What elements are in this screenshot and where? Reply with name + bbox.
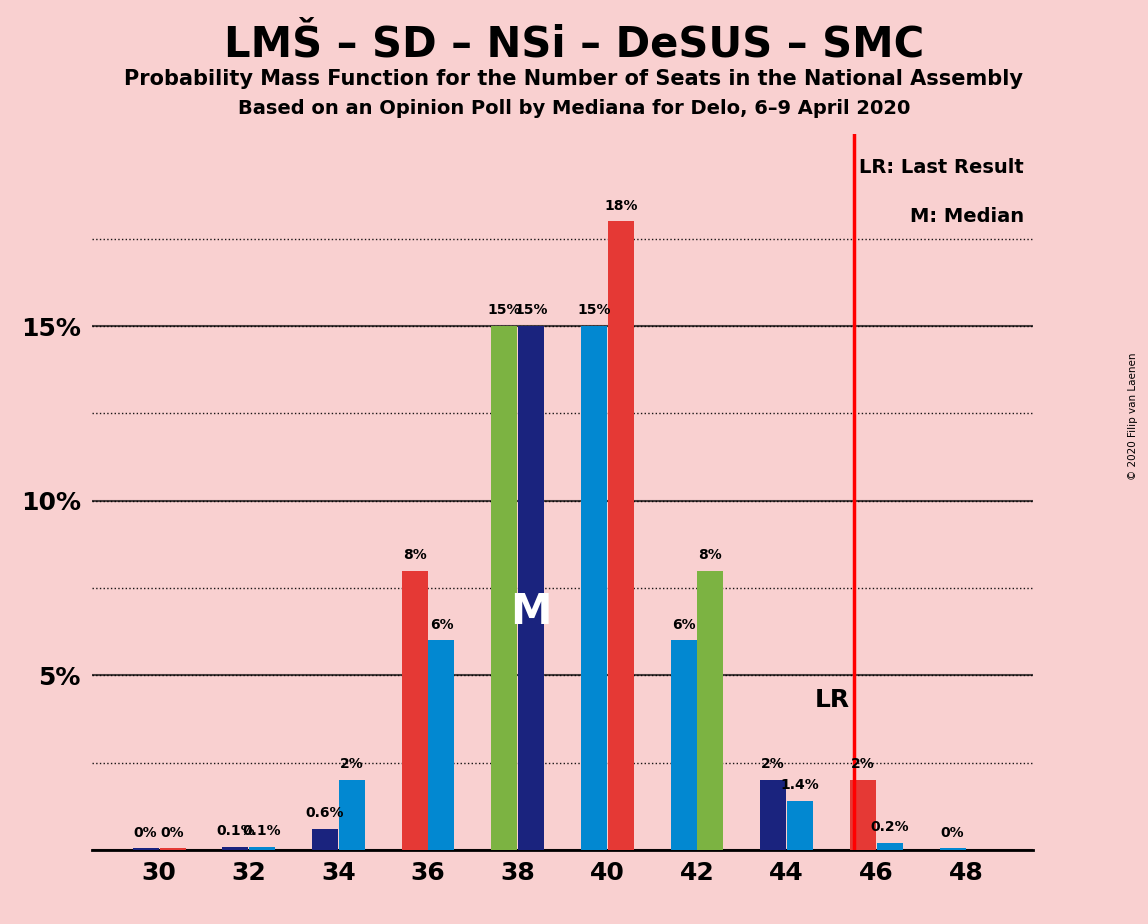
Bar: [249, 846, 276, 850]
Text: LR: LR: [815, 687, 851, 711]
Bar: [760, 780, 786, 850]
Text: 2%: 2%: [340, 758, 364, 772]
Bar: [491, 326, 518, 850]
Text: 8%: 8%: [403, 548, 426, 562]
Text: Probability Mass Function for the Number of Seats in the National Assembly: Probability Mass Function for the Number…: [124, 69, 1024, 90]
Bar: [788, 801, 813, 850]
Text: 1.4%: 1.4%: [781, 778, 820, 793]
Text: 0.2%: 0.2%: [870, 821, 909, 834]
Bar: [428, 640, 455, 850]
Bar: [877, 843, 902, 850]
Text: M: Median: M: Median: [910, 207, 1024, 226]
Text: 8%: 8%: [699, 548, 722, 562]
Bar: [133, 848, 158, 850]
Text: 15%: 15%: [514, 303, 548, 317]
Text: 0%: 0%: [134, 826, 157, 840]
Bar: [402, 571, 427, 850]
Bar: [312, 829, 338, 850]
Bar: [850, 780, 876, 850]
Text: Based on an Opinion Poll by Mediana for Delo, 6–9 April 2020: Based on an Opinion Poll by Mediana for …: [238, 99, 910, 118]
Text: 0.6%: 0.6%: [305, 807, 344, 821]
Text: 0.1%: 0.1%: [216, 824, 255, 838]
Text: LR: Last Result: LR: Last Result: [860, 158, 1024, 177]
Text: 2%: 2%: [851, 758, 875, 772]
Text: 18%: 18%: [604, 199, 637, 213]
Text: 6%: 6%: [672, 618, 696, 632]
Text: 0%: 0%: [161, 826, 185, 840]
Bar: [607, 222, 634, 850]
Bar: [581, 326, 607, 850]
Text: 15%: 15%: [577, 303, 611, 317]
Bar: [939, 848, 965, 850]
Bar: [698, 571, 723, 850]
Bar: [160, 848, 186, 850]
Bar: [518, 326, 544, 850]
Bar: [670, 640, 697, 850]
Bar: [339, 780, 365, 850]
Text: 0%: 0%: [940, 826, 964, 840]
Text: M: M: [511, 591, 552, 633]
Text: 15%: 15%: [488, 303, 521, 317]
Text: LMŠ – SD – NSi – DeSUS – SMC: LMŠ – SD – NSi – DeSUS – SMC: [224, 23, 924, 65]
Text: 2%: 2%: [761, 758, 785, 772]
Text: © 2020 Filip van Laenen: © 2020 Filip van Laenen: [1128, 352, 1138, 480]
Text: 0.1%: 0.1%: [243, 824, 281, 838]
Text: 6%: 6%: [429, 618, 453, 632]
Bar: [223, 846, 248, 850]
